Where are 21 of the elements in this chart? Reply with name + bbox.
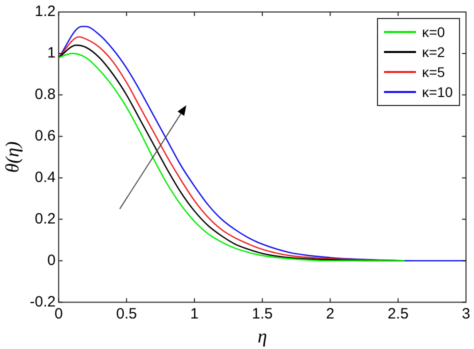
legend-label: κ=5 (422, 64, 445, 80)
x-tick-label: 2 (326, 305, 334, 322)
y-tick-label: 0 (47, 252, 56, 269)
x-tick-label: 3 (462, 305, 470, 322)
y-tick-label: 0.2 (34, 210, 56, 228)
legend-label: κ=2 (422, 44, 445, 60)
legend-label: κ=10 (422, 84, 453, 100)
x-tick-label: 0.5 (116, 305, 137, 322)
x-tick-label: 1 (190, 305, 199, 322)
x-tick-label: 1.5 (252, 305, 273, 322)
y-tick-label: 0.6 (34, 128, 56, 145)
legend-label: κ=0 (422, 24, 445, 40)
y-tick-label: 1.2 (34, 3, 56, 20)
y-axis-title: θ(η) (2, 141, 24, 173)
y-tick-label: -0.2 (30, 293, 56, 310)
y-tick-label: 1 (47, 44, 56, 62)
x-tick-label: 2.5 (388, 305, 409, 322)
y-tick-label: 0.4 (34, 168, 56, 186)
x-axis-title: η (258, 326, 268, 348)
line-series (58, 26, 466, 262)
y-tick-label: 0.8 (34, 86, 56, 104)
